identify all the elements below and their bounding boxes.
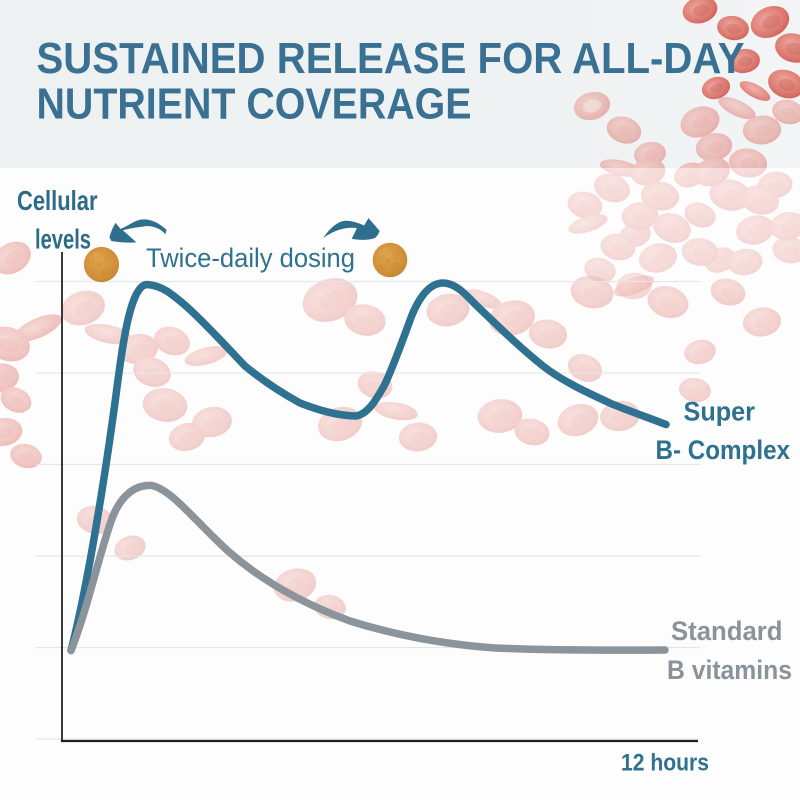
svg-text:B- Complex: B- Complex: [656, 435, 791, 465]
svg-text:NUTRIENT COVERAGE: NUTRIENT COVERAGE: [37, 80, 472, 129]
svg-text:Cellular: Cellular: [17, 185, 98, 216]
svg-text:B vitamins: B vitamins: [667, 655, 792, 685]
svg-text:12 hours: 12 hours: [621, 750, 709, 777]
svg-text:Super: Super: [684, 397, 756, 427]
svg-text:Standard: Standard: [671, 616, 783, 646]
svg-text:SUSTAINED RELEASE FOR ALL-DAY: SUSTAINED RELEASE FOR ALL-DAY: [37, 34, 745, 83]
svg-text:levels: levels: [35, 224, 91, 255]
svg-text:Twice-daily dosing: Twice-daily dosing: [146, 243, 355, 273]
